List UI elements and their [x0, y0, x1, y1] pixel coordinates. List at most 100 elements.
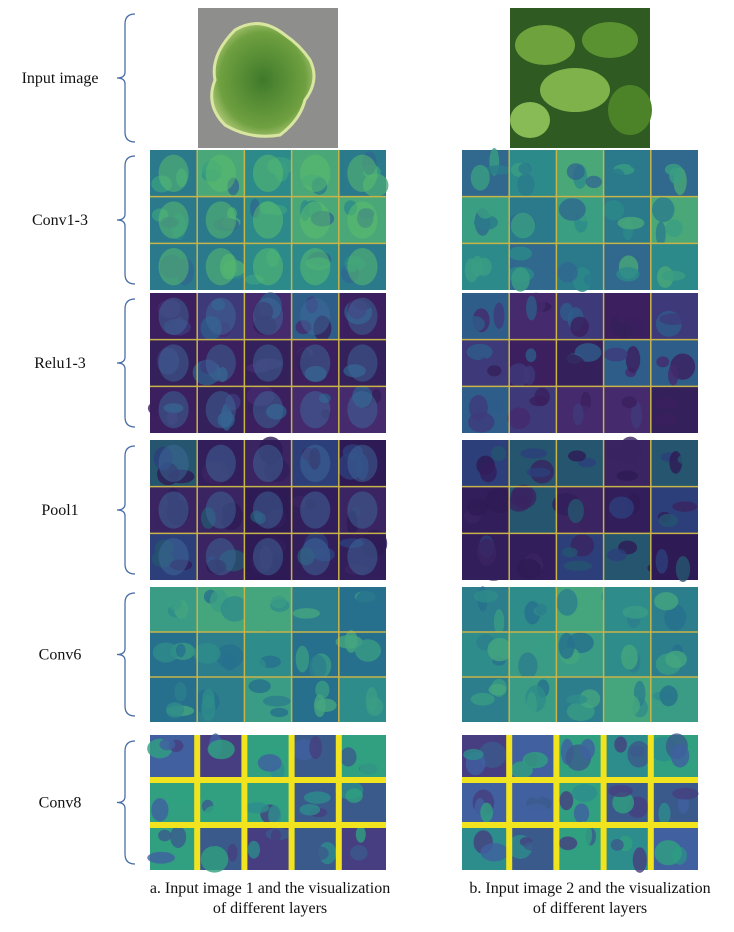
feature-grid — [462, 293, 698, 433]
feature-blob — [356, 826, 366, 843]
feature-blob — [611, 839, 624, 851]
leaf-outline — [158, 491, 188, 528]
leaf-outline — [253, 155, 283, 192]
feature-blob — [536, 604, 547, 615]
feature-blob — [584, 273, 601, 286]
feature-blob — [249, 679, 271, 693]
feature-blob — [166, 702, 184, 718]
feature-blob — [566, 695, 587, 705]
feature-blob — [176, 644, 186, 658]
feature-blob — [173, 784, 198, 799]
feature-blob — [573, 403, 584, 425]
feature-blob — [526, 692, 537, 718]
feature-blob — [494, 609, 504, 635]
feature-blob — [601, 588, 625, 606]
feature-blob — [616, 267, 639, 281]
row-label: Conv1-3 — [32, 212, 88, 229]
brace — [117, 299, 135, 427]
feature-blob — [508, 363, 530, 386]
feature-blob — [656, 705, 670, 718]
feature-blob — [174, 682, 186, 701]
feature-blob — [465, 316, 485, 332]
leaf-outline — [300, 344, 330, 381]
row-label: Input image — [22, 70, 99, 87]
feature-blob — [672, 501, 697, 511]
feature-blob — [480, 843, 508, 861]
leaf-outline — [253, 248, 283, 285]
leaf-outline — [206, 445, 236, 482]
feature-blob — [487, 365, 501, 376]
feature-blob — [223, 653, 237, 671]
feature-blob — [352, 695, 367, 720]
feature-blob — [665, 219, 682, 237]
feature-blob — [340, 747, 356, 766]
feature-blob — [517, 559, 541, 580]
feature-blob — [676, 556, 690, 582]
feature-blob — [607, 549, 626, 562]
leaf-outline — [347, 391, 377, 428]
feature-grid — [150, 437, 387, 580]
feature-blob — [480, 462, 497, 482]
feature-blob — [471, 693, 495, 706]
leaf-outline — [158, 344, 188, 381]
leaf-outline — [253, 491, 283, 528]
feature-blob — [260, 631, 276, 653]
feature-blob — [656, 356, 669, 367]
feature-blob — [672, 788, 698, 800]
brace — [117, 156, 135, 284]
caption-b-line1: b. Input image 2 and the visualization — [469, 880, 710, 897]
feature-blob — [518, 652, 537, 679]
leaf-outline — [206, 538, 236, 575]
feature-blob — [511, 267, 530, 291]
feature-blob — [559, 633, 575, 659]
feature-blob — [477, 200, 495, 219]
feature-blob — [467, 344, 493, 360]
feature-blob — [364, 796, 381, 805]
feature-grid — [150, 150, 389, 290]
feature-blob — [622, 606, 648, 619]
feature-blob — [524, 841, 549, 851]
feature-blob — [208, 740, 235, 760]
feature-blob — [465, 258, 479, 282]
feature-grid — [150, 587, 386, 722]
feature-blob — [271, 829, 281, 842]
feature-blob — [621, 644, 638, 669]
feature-blob — [255, 659, 266, 672]
feature-blob — [534, 388, 550, 406]
leaf-outline — [347, 155, 377, 192]
feature-blob — [656, 222, 666, 246]
feature-blob — [626, 346, 640, 373]
feature-blob — [609, 496, 634, 518]
feature-blob — [609, 169, 625, 188]
leaf-outline — [347, 445, 377, 482]
feature-blob — [153, 643, 179, 663]
leaf-outline — [300, 298, 330, 335]
feature-blob — [654, 840, 681, 865]
feature-blob — [304, 791, 331, 803]
feature-blob — [368, 602, 379, 613]
feature-blob — [619, 437, 641, 465]
caption-b-line2: of different layers — [533, 900, 647, 917]
row-label: Conv8 — [39, 795, 82, 812]
feature-blob — [629, 745, 645, 757]
feature-blob — [311, 846, 329, 860]
feature-blob — [468, 412, 494, 433]
feature-cell — [651, 780, 698, 825]
feature-blob — [201, 846, 229, 873]
leaf-outline — [253, 538, 283, 575]
feature-blob — [293, 608, 320, 619]
feature-blob — [489, 684, 507, 696]
feature-blob — [608, 785, 633, 797]
feature-blob — [263, 696, 291, 707]
feature-blob — [678, 454, 695, 464]
leaf-outline — [158, 155, 188, 192]
row-label: Conv6 — [39, 647, 82, 664]
feature-blob — [559, 198, 586, 221]
feature-blob — [467, 499, 488, 516]
feature-blob — [168, 594, 182, 610]
feature-blob — [518, 163, 531, 174]
feature-blob — [463, 749, 484, 760]
feature-blob — [299, 590, 317, 611]
leaf-outline — [347, 491, 377, 528]
leaf-outline — [300, 201, 330, 238]
